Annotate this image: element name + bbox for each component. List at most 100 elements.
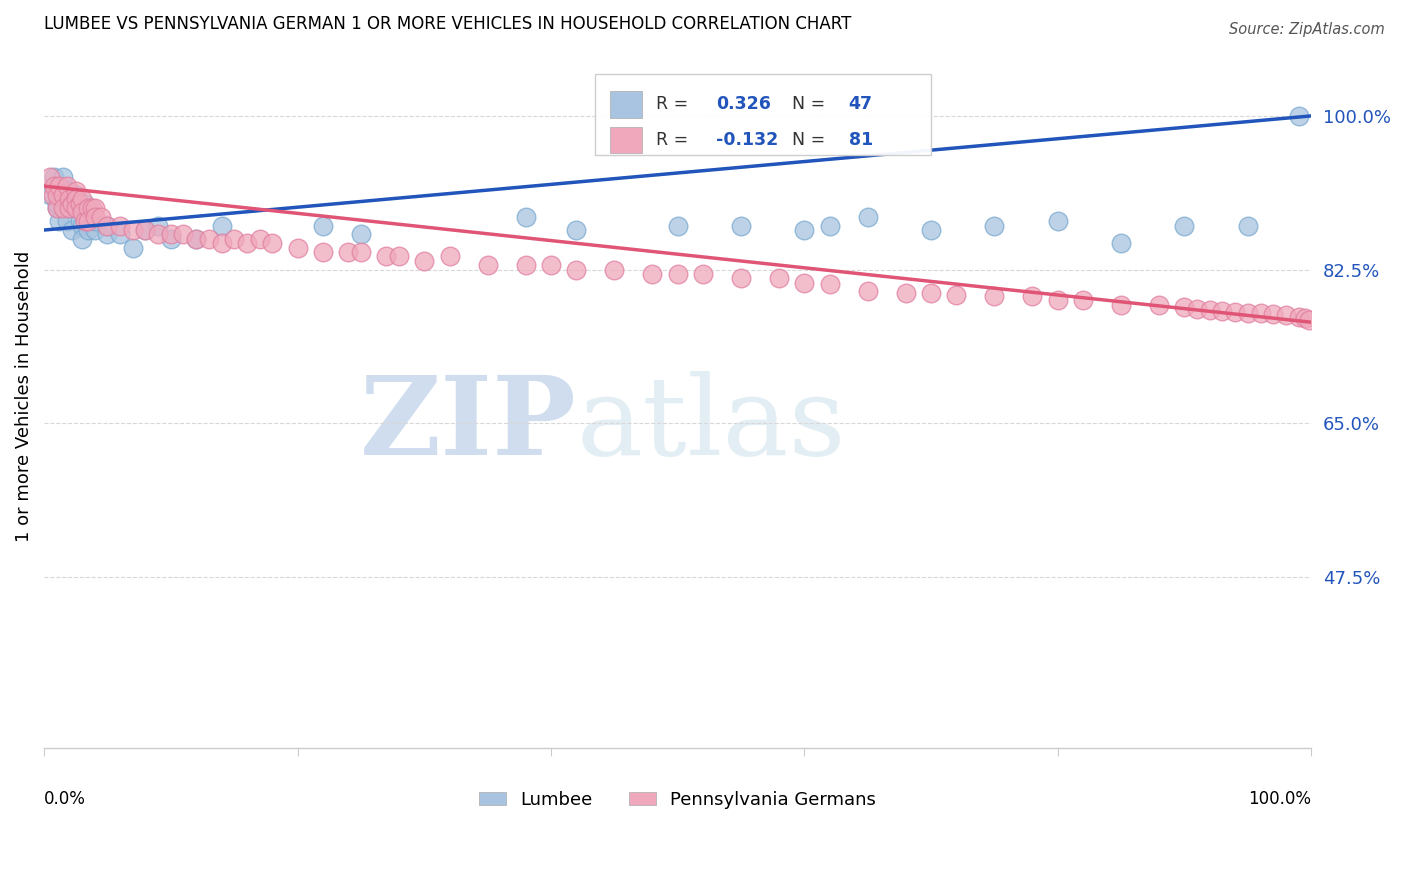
Point bbox=[565, 223, 588, 237]
Point bbox=[983, 289, 1005, 303]
Point bbox=[82, 201, 104, 215]
Point bbox=[350, 227, 373, 242]
FancyBboxPatch shape bbox=[595, 74, 931, 154]
Text: 100.0%: 100.0% bbox=[1249, 790, 1312, 808]
Point bbox=[65, 188, 87, 202]
FancyBboxPatch shape bbox=[610, 91, 643, 118]
Point bbox=[121, 223, 143, 237]
Point bbox=[1237, 305, 1260, 319]
Point bbox=[312, 244, 335, 259]
Point bbox=[1109, 236, 1132, 251]
Point bbox=[1288, 310, 1310, 324]
Legend: Lumbee, Pennsylvania Germans: Lumbee, Pennsylvania Germans bbox=[472, 784, 883, 816]
Point bbox=[77, 201, 100, 215]
Point bbox=[515, 258, 537, 272]
Text: 81: 81 bbox=[849, 131, 873, 149]
Point bbox=[39, 188, 62, 202]
Point bbox=[96, 219, 118, 233]
Point bbox=[262, 236, 284, 251]
Point bbox=[565, 262, 588, 277]
Point bbox=[77, 214, 100, 228]
Point bbox=[1021, 289, 1043, 303]
Point bbox=[198, 232, 221, 246]
Text: N =: N = bbox=[792, 95, 831, 113]
Point bbox=[52, 170, 75, 185]
Point bbox=[58, 201, 80, 215]
Point bbox=[818, 219, 841, 233]
Point bbox=[52, 192, 75, 206]
Point bbox=[1237, 219, 1260, 233]
Point bbox=[1250, 306, 1272, 320]
Point bbox=[1147, 298, 1170, 312]
Point bbox=[603, 262, 626, 277]
Point bbox=[768, 271, 790, 285]
Point bbox=[134, 223, 156, 237]
Point bbox=[159, 232, 181, 246]
Point bbox=[515, 210, 537, 224]
Point bbox=[108, 227, 131, 242]
Point bbox=[793, 276, 815, 290]
Point bbox=[69, 196, 91, 211]
Point bbox=[666, 219, 689, 233]
Point bbox=[65, 201, 87, 215]
Point bbox=[39, 170, 62, 185]
Point bbox=[1298, 312, 1320, 326]
Point bbox=[45, 201, 67, 215]
Point bbox=[1211, 303, 1233, 318]
Point bbox=[894, 286, 917, 301]
Point bbox=[58, 184, 80, 198]
Point bbox=[83, 201, 105, 215]
Point bbox=[730, 271, 752, 285]
Point bbox=[375, 249, 398, 263]
Point bbox=[90, 210, 112, 224]
Point bbox=[1109, 298, 1132, 312]
Point bbox=[856, 285, 879, 299]
Point bbox=[1173, 219, 1195, 233]
Point bbox=[134, 223, 156, 237]
Point bbox=[337, 244, 360, 259]
Point bbox=[211, 219, 233, 233]
Point bbox=[730, 219, 752, 233]
FancyBboxPatch shape bbox=[610, 127, 643, 153]
Point bbox=[1071, 293, 1094, 308]
Point bbox=[666, 267, 689, 281]
Point bbox=[52, 201, 75, 215]
Point bbox=[1223, 304, 1246, 318]
Point bbox=[108, 219, 131, 233]
Point bbox=[692, 267, 714, 281]
Point bbox=[1263, 307, 1285, 321]
Text: LUMBEE VS PENNSYLVANIA GERMAN 1 OR MORE VEHICLES IN HOUSEHOLD CORRELATION CHART: LUMBEE VS PENNSYLVANIA GERMAN 1 OR MORE … bbox=[44, 15, 852, 33]
Point bbox=[83, 214, 105, 228]
Point bbox=[42, 188, 65, 202]
Point bbox=[818, 277, 841, 292]
Text: Source: ZipAtlas.com: Source: ZipAtlas.com bbox=[1229, 22, 1385, 37]
Point bbox=[1173, 301, 1195, 315]
Point bbox=[211, 236, 233, 251]
Y-axis label: 1 or more Vehicles in Household: 1 or more Vehicles in Household bbox=[15, 252, 32, 542]
Point bbox=[186, 232, 208, 246]
Point bbox=[60, 223, 83, 237]
Point bbox=[540, 258, 562, 272]
Point bbox=[70, 192, 93, 206]
Point bbox=[173, 227, 195, 242]
Point bbox=[83, 223, 105, 237]
Point bbox=[146, 227, 169, 242]
Point bbox=[1185, 301, 1208, 316]
Point bbox=[44, 179, 66, 194]
Point bbox=[45, 188, 67, 202]
Point bbox=[1275, 308, 1298, 322]
Text: R =: R = bbox=[657, 131, 695, 149]
Point bbox=[793, 223, 815, 237]
Point bbox=[96, 219, 118, 233]
Point bbox=[48, 214, 70, 228]
Point bbox=[856, 210, 879, 224]
Point bbox=[45, 196, 67, 211]
Point bbox=[312, 219, 335, 233]
Point bbox=[58, 201, 80, 215]
Point bbox=[159, 227, 181, 242]
Point bbox=[58, 192, 80, 206]
Point bbox=[77, 223, 100, 237]
Point bbox=[65, 201, 87, 215]
Point bbox=[77, 210, 100, 224]
Point bbox=[641, 267, 664, 281]
